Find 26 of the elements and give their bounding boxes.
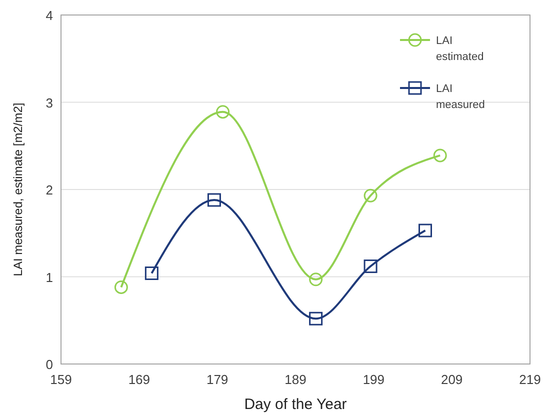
- point: [418, 224, 432, 238]
- x-tick-label: 209: [440, 372, 463, 387]
- point: [114, 280, 128, 294]
- point: [309, 272, 323, 286]
- legend-label: LAI estimated: [436, 35, 484, 63]
- x-tick-label: 179: [206, 372, 228, 387]
- point: [216, 105, 230, 119]
- y-tick-label: 3: [46, 95, 53, 110]
- point: [433, 148, 447, 162]
- x-tick-label: 159: [50, 372, 72, 387]
- y-tick-label: 0: [46, 357, 53, 372]
- x-tick-label: 219: [519, 372, 541, 387]
- y-axis-title: LAI measured, estimate [m2/m2]: [11, 102, 25, 276]
- point: [144, 266, 158, 280]
- x-tick-label: 169: [128, 372, 150, 387]
- y-tick-label: 4: [46, 8, 53, 23]
- point: [309, 312, 323, 326]
- x-axis-title: Day of the Year: [244, 396, 347, 413]
- y-tick-label: 2: [46, 182, 53, 198]
- legend-label: LAI measured: [436, 83, 485, 111]
- x-tick-label: 199: [362, 372, 385, 387]
- point: [364, 260, 378, 274]
- point: [364, 188, 378, 202]
- y-tick-label: 1: [46, 270, 53, 285]
- x-tick-label: 189: [284, 372, 306, 387]
- point: [207, 193, 221, 207]
